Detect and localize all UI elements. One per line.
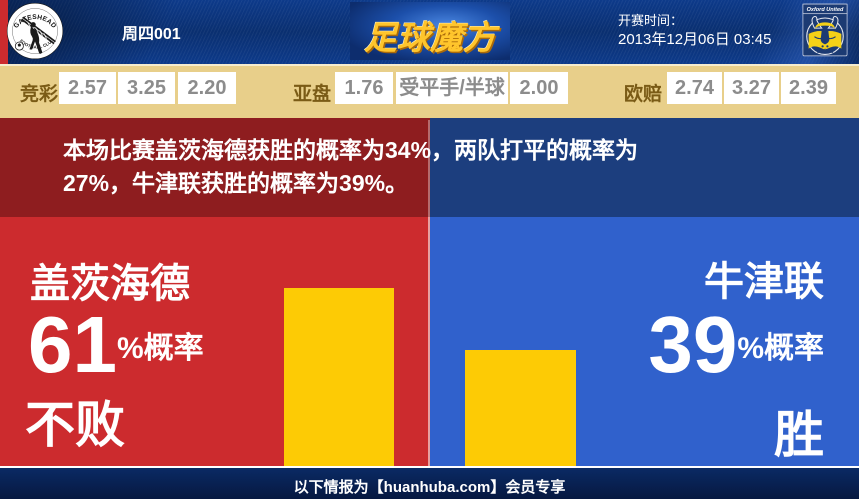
svg-text:Oxford United: Oxford United: [807, 7, 844, 13]
